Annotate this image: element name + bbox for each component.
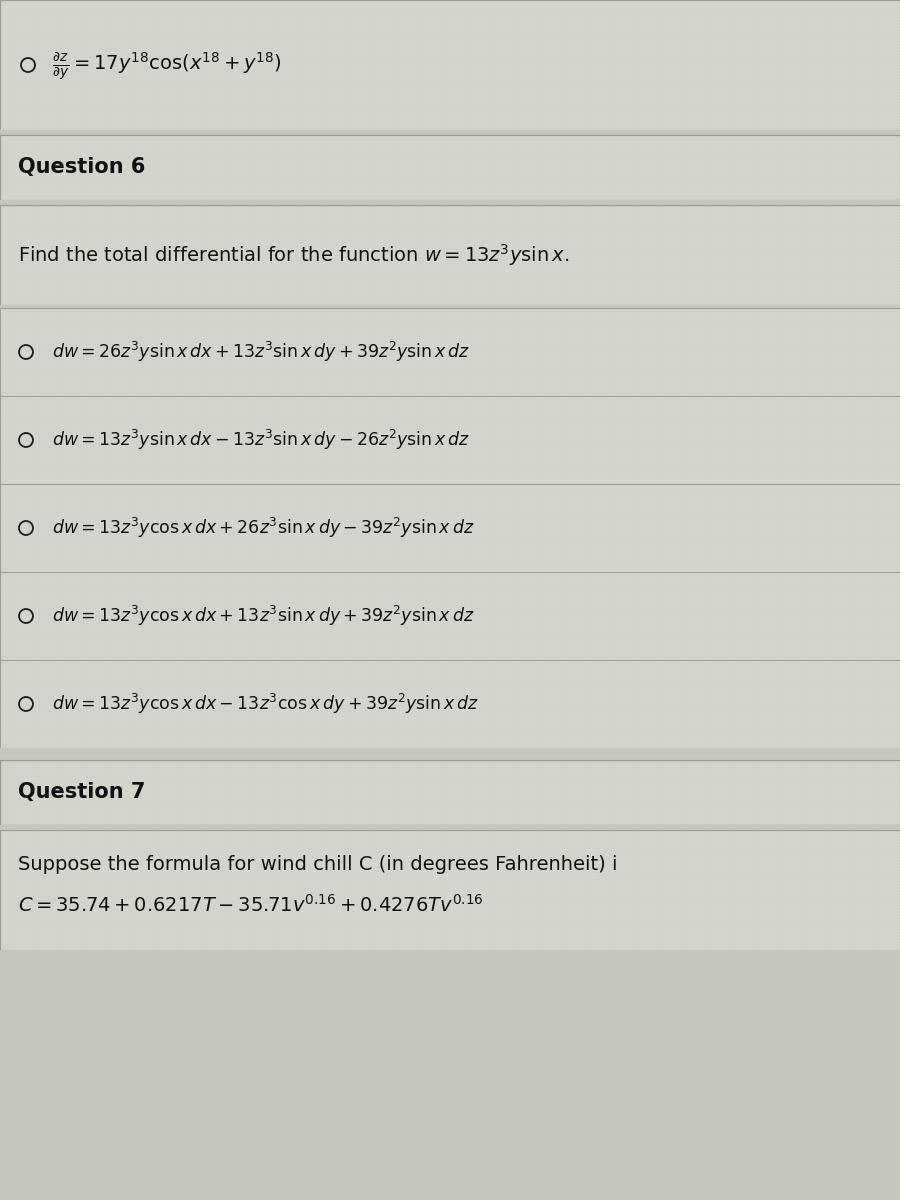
Text: $dw = 26z^3 y\sin x\,dx + 13z^3\sin x\,dy + 39z^2 y\sin x\,dz$: $dw = 26z^3 y\sin x\,dx + 13z^3\sin x\,d… (52, 340, 470, 364)
Text: Question 6: Question 6 (18, 157, 146, 176)
Bar (0, 760, 900, 826)
Bar (0, 484, 900, 572)
Bar (0, 305, 900, 308)
Bar (0, 0, 900, 130)
Text: Find the total differential for the function $w = 13z^3 y\sin x$.: Find the total differential for the func… (18, 242, 570, 268)
Text: $C = 35.74 + 0.6217T - 35.71v^{0.16} + 0.4276Tv^{0.16}$: $C = 35.74 + 0.6217T - 35.71v^{0.16} + 0… (18, 894, 483, 916)
Text: Suppose the formula for wind chill C (in degrees Fahrenheit) i: Suppose the formula for wind chill C (in… (18, 856, 617, 875)
Bar (0, 134, 900, 200)
Text: $dw = 13z^3 y\cos x\,dx + 13z^3\sin x\,dy + 39z^2 y\sin x\,dz$: $dw = 13z^3 y\cos x\,dx + 13z^3\sin x\,d… (52, 604, 474, 628)
Bar (0, 826, 900, 830)
Bar (0, 748, 900, 760)
Bar (0, 200, 900, 205)
Text: $dw = 13z^3 y\cos x\,dx - 13z^3\cos x\,dy + 39z^2 y\sin x\,dz$: $dw = 13z^3 y\cos x\,dx - 13z^3\cos x\,d… (52, 692, 479, 716)
Text: $\frac{\partial z}{\partial y} = 17y^{18}\cos\!(x^{18}+y^{18})$: $\frac{\partial z}{\partial y} = 17y^{18… (52, 50, 282, 83)
Bar (0, 950, 900, 1200)
Text: $dw = 13z^3 y\cos x\,dx + 26z^3\sin x\,dy - 39z^2 y\sin x\,dz$: $dw = 13z^3 y\cos x\,dx + 26z^3\sin x\,d… (52, 516, 474, 540)
Bar (0, 205, 900, 305)
Bar (0, 396, 900, 484)
Bar (0, 130, 900, 134)
Bar (0, 660, 900, 748)
Bar (0, 830, 900, 950)
Text: Question 7: Question 7 (18, 782, 146, 802)
Bar (0, 572, 900, 660)
Text: $dw = 13z^3 y\sin x\,dx - 13z^3\sin x\,dy - 26z^2 y\sin x\,dz$: $dw = 13z^3 y\sin x\,dx - 13z^3\sin x\,d… (52, 428, 470, 452)
Bar (0, 308, 900, 396)
